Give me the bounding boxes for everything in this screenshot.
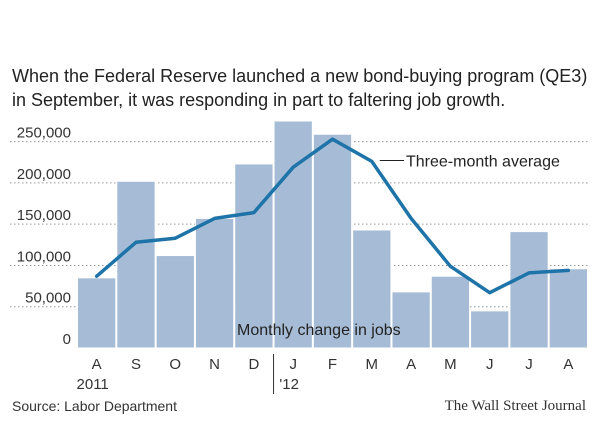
x-tick-label: F — [328, 356, 337, 373]
bar — [312, 133, 353, 349]
y-tick-label: 150,000 — [17, 207, 71, 224]
bar — [470, 310, 510, 349]
annotations: Three-month average Monthly change in job… — [237, 153, 560, 339]
x-axis-ticks: A S O N D J F M A M J J A 2011 '12 — [77, 354, 573, 394]
bar — [430, 275, 471, 349]
source-note: Source: Labor Department — [12, 398, 177, 414]
x-tick-label: S — [131, 356, 141, 373]
x-tick-label: J — [525, 356, 533, 373]
bar — [352, 229, 392, 349]
average-line — [94, 137, 571, 295]
line-series-label: Three-month average — [406, 153, 560, 170]
y-tick-label: 100,000 — [17, 248, 71, 265]
bar — [273, 120, 313, 349]
x-tick-label: M — [366, 356, 379, 373]
x-tick-label: J — [486, 356, 494, 373]
bar — [548, 268, 589, 349]
x-tick-label: A — [406, 356, 416, 373]
year-label: '12 — [279, 376, 299, 393]
x-tick-label: A — [92, 356, 102, 373]
y-axis-ticks: 0 50,000 100,000 150,000 200,000 250,000 — [17, 125, 71, 348]
bar — [391, 291, 431, 349]
bar — [509, 231, 549, 349]
chart-title: When the Federal Reserve launched a new … — [12, 66, 588, 110]
x-tick-label: J — [289, 356, 297, 373]
y-tick-label: 200,000 — [17, 166, 71, 183]
x-tick-label: N — [209, 356, 220, 373]
y-tick-label: 50,000 — [25, 290, 71, 307]
line-series — [94, 137, 571, 295]
x-tick-label: M — [444, 356, 457, 373]
x-tick-label: A — [563, 356, 573, 373]
bar — [155, 255, 195, 349]
bar — [194, 217, 235, 349]
bar — [234, 163, 274, 349]
y-tick-label: 250,000 — [17, 125, 71, 142]
bar-series-label: Monthly change in jobs — [237, 322, 401, 339]
bar — [116, 180, 156, 349]
year-label: 2011 — [77, 376, 109, 393]
x-tick-label: D — [248, 356, 259, 373]
y-tick-label: 0 — [63, 331, 71, 348]
publisher-credit: The Wall Street Journal — [444, 398, 586, 414]
x-tick-label: O — [169, 356, 181, 373]
bar — [77, 277, 117, 349]
